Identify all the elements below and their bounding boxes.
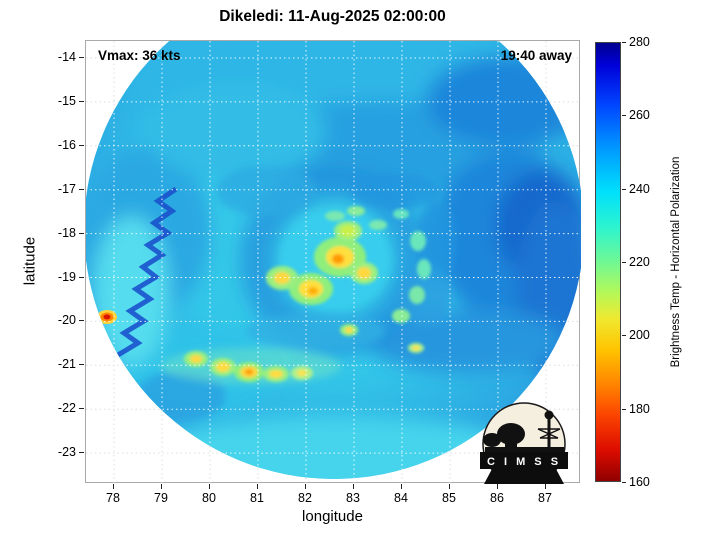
y-axis-label: latitude — [21, 236, 39, 286]
antenna-tower-icon — [537, 410, 561, 447]
x-tick-label: 86 — [490, 491, 504, 505]
colorbar-tick-label: 220 — [629, 255, 650, 269]
colorbar-tick-label: 180 — [629, 401, 650, 416]
y-tick-label: -16 — [57, 137, 76, 152]
colorbar-tick-mark — [622, 335, 626, 337]
satellite-swath-image: C I M S S — [86, 41, 581, 486]
x-tick-label: 81 — [250, 491, 264, 505]
y-tick-label: -15 — [57, 93, 76, 108]
y-tick-label: -17 — [57, 181, 76, 196]
x-tick-mark — [113, 484, 114, 489]
satellite-swath — [86, 41, 581, 479]
x-tick-label: 79 — [154, 491, 168, 505]
colorbar-tick-label: 280 — [629, 35, 650, 49]
y-tick-label: -19 — [57, 269, 76, 284]
colorbar-tick-mark — [622, 188, 626, 190]
x-tick-label: 83 — [346, 491, 360, 505]
x-tick-label: 87 — [538, 491, 552, 505]
x-tick-label: 82 — [298, 491, 312, 505]
x-tick-mark — [401, 484, 402, 489]
colorbar-tick-mark — [622, 115, 626, 117]
y-tick-label: -14 — [57, 50, 76, 64]
colorbar-tick-label: 160 — [629, 475, 650, 489]
y-tick-mark — [79, 364, 84, 366]
x-tick-mark — [449, 484, 450, 489]
colorbar-tick-label: 200 — [629, 328, 650, 343]
x-tick-mark — [545, 484, 546, 489]
y-tick-label: -22 — [57, 401, 76, 416]
y-tick-mark — [79, 188, 84, 190]
y-tick-label: -18 — [57, 225, 76, 240]
colorbar-tick-label: 260 — [629, 108, 650, 123]
cimss-logo: C I M S S — [480, 402, 568, 486]
isolated-hot-spot — [97, 310, 117, 324]
colorbar-tick-mark — [622, 482, 626, 483]
x-tick-mark — [161, 484, 162, 489]
x-tick-mark — [497, 484, 498, 489]
y-tick-label: -20 — [57, 313, 76, 328]
x-tick-label: 80 — [202, 491, 216, 505]
x-tick-mark — [305, 484, 306, 489]
y-tick-mark — [79, 57, 84, 58]
swath-edge-artifact — [116, 186, 178, 358]
y-tick-mark — [79, 452, 84, 454]
plot-title: Dikeledi: 11-Aug-2025 02:00:00 — [219, 8, 446, 25]
colorbar — [595, 42, 621, 482]
colorbar-tick-mark — [622, 262, 626, 263]
y-tick-label: -21 — [57, 357, 76, 372]
data-gridlines — [86, 41, 581, 479]
colorbar-label: Brightness Temp - Horizontal Polarizatio… — [670, 156, 682, 368]
y-tick-mark — [79, 408, 84, 410]
small-dome-icon — [483, 433, 501, 447]
colorbar-tick-mark — [622, 42, 626, 43]
y-tick-mark — [79, 144, 84, 146]
plot-area: C I M S S — [85, 40, 581, 486]
y-tick-label: -23 — [57, 445, 76, 460]
x-tick-mark — [353, 484, 354, 489]
y-tick-mark — [79, 276, 84, 278]
time-away-annotation: 19:40 away — [500, 48, 572, 63]
x-axis-label: longitude — [302, 508, 363, 525]
x-tick-mark — [257, 484, 258, 489]
colorbar-tick-label: 240 — [629, 181, 650, 196]
vmax-annotation: Vmax: 36 kts — [98, 48, 181, 63]
y-tick-mark — [79, 320, 84, 322]
x-tick-label: 84 — [394, 491, 408, 505]
colorbar-tick-mark — [622, 408, 626, 410]
x-tick-label: 78 — [106, 491, 120, 505]
convective-cells — [184, 206, 431, 382]
y-tick-mark — [79, 100, 84, 102]
y-tick-mark — [79, 232, 84, 234]
large-scale-bt-structure — [86, 41, 581, 479]
radome-icon — [497, 423, 525, 445]
x-tick-label: 85 — [442, 491, 456, 505]
x-tick-mark — [209, 484, 210, 489]
cimss-logo-text: C I M S S — [487, 456, 561, 468]
